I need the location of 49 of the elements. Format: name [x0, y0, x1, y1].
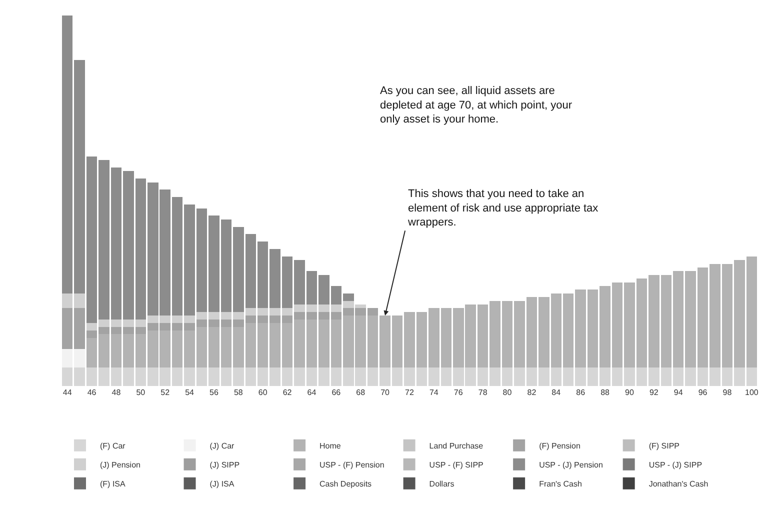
x-tick-label: 80	[502, 388, 512, 397]
x-tick-label: 56	[210, 388, 219, 397]
x-tick-label: 72	[405, 388, 414, 397]
legend-label: (J) Car	[210, 442, 235, 450]
x-tick-label: 62	[282, 388, 292, 397]
legend-label: (F) SIPP	[648, 442, 680, 450]
legend-label: USP - (F) SIPP	[429, 460, 484, 470]
x-tick-label: 68	[356, 388, 366, 397]
x-tick-label: 70	[380, 388, 390, 397]
x-tick-label: 86	[576, 388, 586, 397]
annotation: This shows that you need to take an element of risk and use appropriate tax wrappers.	[407, 188, 599, 229]
x-tick-label: 76	[454, 388, 464, 397]
annotation: As you can see, all liquid assets are depleted at age 70, at which point, your only asset is your home.	[380, 85, 572, 126]
legend-label: (J) SIPP	[210, 460, 240, 470]
legend-label: Cash Deposits	[320, 480, 372, 488]
x-tick-label: 100	[744, 388, 759, 397]
legend-label: (F) Car	[100, 442, 126, 450]
x-tick-label: 50	[136, 388, 146, 397]
legend-label: Fran's Cash	[539, 480, 582, 488]
x-tick-label: 84	[552, 388, 562, 397]
x-tick-label: 98	[722, 388, 732, 397]
legend-label: USP - (J) SIPP	[648, 460, 702, 470]
x-tick-label: 66	[332, 388, 342, 397]
legend-label: (F) Pension	[539, 442, 580, 450]
x-tick-label: 90	[625, 388, 634, 397]
x-tick-label: 58	[234, 388, 244, 397]
x-tick-label: 78	[478, 388, 488, 397]
x-tick-label: 82	[527, 388, 537, 397]
legend-label: USP - (F) Pension	[320, 460, 384, 470]
x-tick-label: 88	[600, 388, 610, 397]
x-tick-label: 54	[185, 388, 195, 397]
legend-label: Land Purchase	[429, 442, 484, 450]
x-tick-label: 96	[698, 388, 708, 397]
x-tick-label: 52	[160, 388, 170, 397]
legend-label: (F) ISA	[100, 480, 126, 488]
x-tick-label: 94	[674, 388, 684, 397]
x-tick-label: 44	[62, 388, 72, 397]
x-tick-label: 74	[429, 388, 439, 397]
x-tick-label: 92	[649, 388, 659, 397]
legend-label: (J) Pension	[100, 460, 140, 470]
legend-label: (J) ISA	[210, 480, 235, 488]
x-tick-label: 64	[307, 388, 317, 397]
x-tick-label: 46	[87, 388, 97, 397]
legend-label: Home	[320, 442, 342, 450]
legend-label: USP - (J) Pension	[539, 460, 603, 470]
x-tick-label: 60	[258, 388, 268, 397]
legend-label: Jonathan's Cash	[648, 480, 708, 488]
x-tick-label: 48	[112, 388, 122, 397]
legend-label: Dollars	[429, 480, 454, 488]
